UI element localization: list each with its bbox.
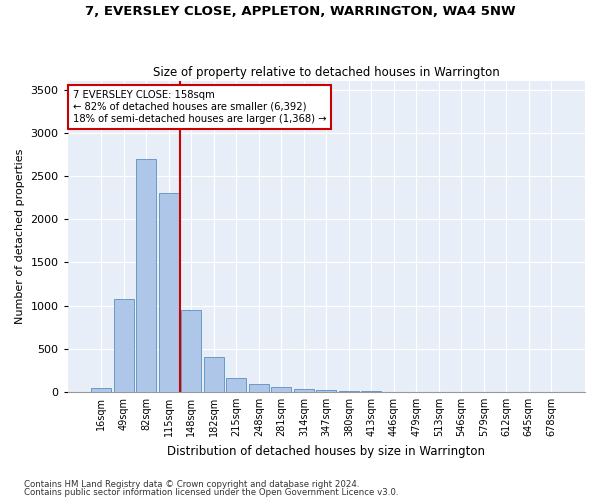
- Bar: [226, 378, 247, 392]
- Y-axis label: Number of detached properties: Number of detached properties: [15, 149, 25, 324]
- Title: Size of property relative to detached houses in Warrington: Size of property relative to detached ho…: [153, 66, 500, 78]
- Text: 7 EVERSLEY CLOSE: 158sqm
← 82% of detached houses are smaller (6,392)
18% of sem: 7 EVERSLEY CLOSE: 158sqm ← 82% of detach…: [73, 90, 326, 124]
- Text: 7, EVERSLEY CLOSE, APPLETON, WARRINGTON, WA4 5NW: 7, EVERSLEY CLOSE, APPLETON, WARRINGTON,…: [85, 5, 515, 18]
- Text: Contains public sector information licensed under the Open Government Licence v3: Contains public sector information licen…: [24, 488, 398, 497]
- X-axis label: Distribution of detached houses by size in Warrington: Distribution of detached houses by size …: [167, 444, 485, 458]
- Bar: [136, 159, 157, 392]
- Bar: [159, 194, 179, 392]
- Bar: [204, 358, 224, 392]
- Text: Contains HM Land Registry data © Crown copyright and database right 2024.: Contains HM Land Registry data © Crown c…: [24, 480, 359, 489]
- Bar: [271, 387, 292, 392]
- Bar: [316, 390, 337, 392]
- Bar: [294, 389, 314, 392]
- Bar: [181, 310, 202, 392]
- Bar: [339, 391, 359, 392]
- Bar: [114, 299, 134, 392]
- Bar: [91, 388, 112, 392]
- Bar: [249, 384, 269, 392]
